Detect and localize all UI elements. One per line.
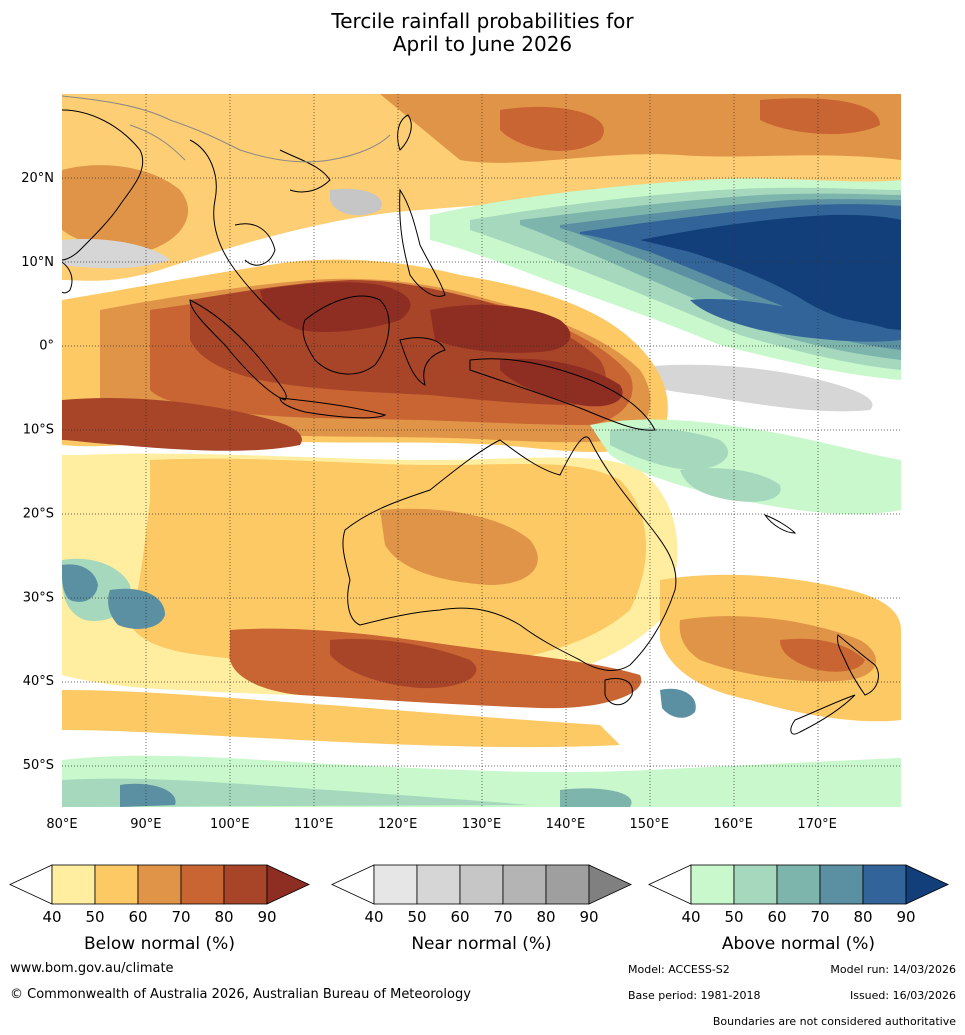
colorbar: 40 50 60 70 80 90 Near normal (%) (331, 864, 632, 954)
longitude-label: 130°E (462, 817, 502, 832)
colorbar-tick-label: 40 (42, 908, 61, 926)
colorbar-tick-label: 60 (450, 908, 469, 926)
latitude-labels: 20°N 10°N 0° 10°S 20°S 30°S 40°S 50°S (21, 171, 54, 773)
latitude-label: 50°S (23, 758, 54, 773)
colorbar-tick-label: 40 (364, 908, 383, 926)
longitude-label: 100°E (210, 817, 250, 832)
latitude-label: 10°N (21, 255, 54, 270)
latitude-label: 20°N (21, 171, 54, 186)
colorbar-tick-label: 80 (853, 908, 872, 926)
colorbar-segment (776, 864, 821, 905)
latitude-label: 0° (39, 339, 54, 354)
colorbar-title: Below normal (%) (84, 934, 235, 954)
colorbar-over-triangle (588, 864, 632, 905)
gridlines (62, 94, 901, 807)
longitude-label: 170°E (797, 817, 837, 832)
colorbar-tick-label: 50 (85, 908, 104, 926)
colorbar-under-triangle (9, 864, 53, 905)
longitude-labels: 80°E 90°E 100°E 110°E 120°E 130°E 140°E 150°E 16… (46, 817, 836, 832)
colorbar-tick-label: 90 (579, 908, 598, 926)
colorbar-segment (733, 864, 778, 905)
colorbar-tick-label: 80 (214, 908, 233, 926)
colorbar-title: Near normal (%) (411, 934, 551, 954)
colorbar-over-triangle (266, 864, 310, 905)
colorbar-segment (862, 864, 907, 905)
colorbar-tick-label: 70 (493, 908, 512, 926)
colorbar-segment (545, 864, 590, 905)
colorbar-tick-label: 70 (171, 908, 190, 926)
latitude-label: 30°S (23, 590, 54, 605)
colorbar-segment (137, 864, 182, 905)
colorbar-tick-label: 50 (724, 908, 743, 926)
longitude-label: 90°E (130, 817, 161, 832)
copyright-text: © Commonwealth of Australia 2026, Austra… (10, 987, 471, 1002)
latitude-label: 40°S (23, 674, 54, 689)
colorbar-tick-label: 90 (896, 908, 915, 926)
colorbar-segment (180, 864, 225, 905)
longitude-label: 150°E (630, 817, 670, 832)
longitude-label: 140°E (546, 817, 586, 832)
colorbar-title: Above normal (%) (722, 934, 875, 954)
colorbar-tick-label: 40 (681, 908, 700, 926)
longitude-label: 160°E (713, 817, 753, 832)
issued-text: Issued: 16/03/2026 (849, 989, 956, 1002)
model-text: Model: ACCESS-S2 (628, 963, 730, 976)
latitude-label: 10°S (23, 423, 54, 438)
colorbar-segment (416, 864, 461, 905)
colorbar-tick-label: 80 (536, 908, 555, 926)
colorbar-segment (94, 864, 139, 905)
base-period-text: Base period: 1981-2018 (628, 989, 761, 1002)
colorbar-tick-label: 60 (128, 908, 147, 926)
colorbar-tick-label: 60 (767, 908, 786, 926)
colorbar-under-triangle (648, 864, 692, 905)
colorbar-segment (223, 864, 268, 905)
longitude-label: 80°E (46, 817, 77, 832)
colorbars: 40 50 60 70 80 90 Below normal (%) 40 50 60 70 80 90… (9, 864, 949, 954)
colorbar-tick-label: 90 (257, 908, 276, 926)
colorbar-segment (690, 864, 735, 905)
disclaimer-text: Boundaries are not considered authoritat… (712, 1015, 956, 1028)
colorbar: 40 50 60 70 80 90 Above normal (%) (648, 864, 949, 954)
longitude-label: 110°E (294, 817, 334, 832)
map-title-line2: April to June 2026 (392, 32, 573, 56)
colorbar: 40 50 60 70 80 90 Below normal (%) (9, 864, 310, 954)
colorbar-segment (459, 864, 504, 905)
colorbar-over-triangle (905, 864, 949, 905)
colorbar-tick-label: 70 (810, 908, 829, 926)
website-link[interactable]: www.bom.gov.au/climate (10, 961, 174, 976)
colorbar-segment (373, 864, 418, 905)
longitude-label: 120°E (378, 817, 418, 832)
map-title-line1: Tercile rainfall probabilities for (331, 9, 634, 33)
colorbar-under-triangle (331, 864, 375, 905)
colorbar-segment (819, 864, 864, 905)
colorbar-tick-label: 50 (407, 908, 426, 926)
colorbar-segment (51, 864, 96, 905)
model-run-text: Model run: 14/03/2026 (830, 963, 956, 976)
probability-field (62, 94, 901, 807)
colorbar-segment (502, 864, 547, 905)
latitude-label: 20°S (23, 506, 54, 521)
